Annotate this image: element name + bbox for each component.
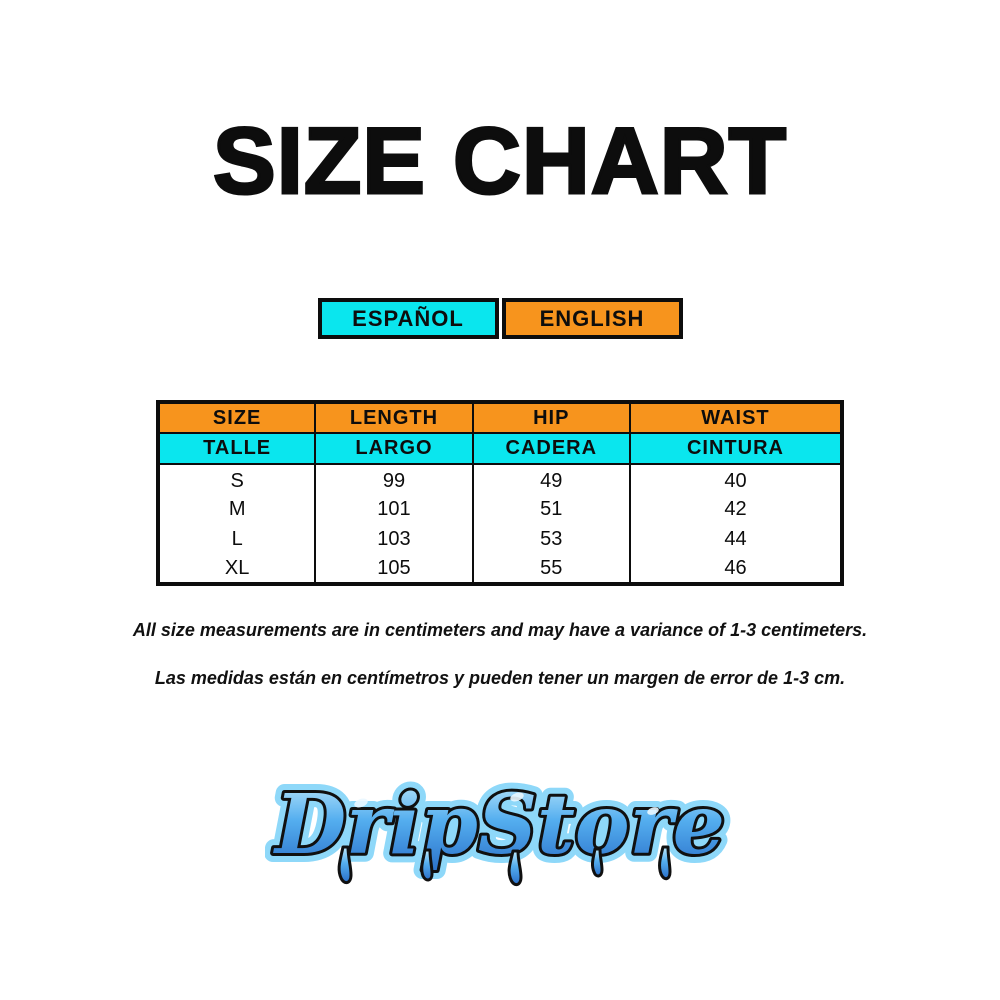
drip-icon bbox=[658, 845, 672, 881]
cell-length: 105 bbox=[314, 554, 474, 584]
header-waist: WAIST bbox=[628, 402, 844, 434]
table-row-l: L 103 53 44 bbox=[156, 524, 844, 554]
table-row-s: S 99 49 40 bbox=[156, 464, 844, 494]
cell-length: 99 bbox=[314, 464, 474, 494]
dripstore-logo-svg: DripStore DripStore bbox=[264, 768, 734, 886]
shine-icon bbox=[510, 792, 524, 802]
table-header-spanish: TALLE LARGO CADERA CINTURA bbox=[156, 433, 844, 465]
cell-size: XL bbox=[156, 554, 317, 584]
cell-hip: 53 bbox=[471, 524, 631, 554]
size-table: SIZE LENGTH HIP WAIST TALLE LARGO CADERA… bbox=[156, 400, 844, 586]
table-header-english: SIZE LENGTH HIP WAIST bbox=[156, 402, 844, 434]
header-hip: HIP bbox=[471, 402, 631, 434]
cell-waist: 46 bbox=[628, 554, 844, 584]
shine-icon bbox=[647, 807, 659, 815]
header-cadera: CADERA bbox=[471, 433, 631, 465]
shine-icon bbox=[354, 798, 368, 808]
header-talle: TALLE bbox=[156, 433, 317, 465]
drip-icon bbox=[337, 845, 353, 884]
cell-size: L bbox=[156, 524, 317, 554]
page-title: SIZE CHART bbox=[212, 108, 788, 213]
cell-length: 101 bbox=[314, 494, 474, 524]
table-row-m: M 101 51 42 bbox=[156, 494, 844, 524]
cell-hip: 55 bbox=[471, 554, 631, 584]
note-spanish: Las medidas están en centímetros y puede… bbox=[154, 668, 846, 688]
cell-waist: 42 bbox=[628, 494, 844, 524]
drip-icon bbox=[420, 848, 434, 882]
header-largo: LARGO bbox=[314, 433, 474, 465]
logo-text: DripStore bbox=[273, 777, 725, 873]
tab-espanol[interactable]: ESPAÑOL bbox=[317, 298, 499, 339]
drip-icon bbox=[507, 849, 523, 886]
header-cintura: CINTURA bbox=[628, 433, 844, 465]
tab-english[interactable]: ENGLISH bbox=[501, 298, 683, 339]
language-tabs: ESPAÑOL ENGLISH bbox=[0, 298, 1000, 339]
drip-icon bbox=[590, 847, 604, 878]
dripstore-logo: DripStore DripStore bbox=[0, 755, 1000, 910]
header-size: SIZE bbox=[156, 402, 317, 434]
cell-hip: 51 bbox=[471, 494, 631, 524]
cell-waist: 40 bbox=[628, 464, 844, 494]
note-english: All size measurements are in centimeters… bbox=[132, 620, 868, 640]
table-row-xl: XL 105 55 46 bbox=[156, 554, 844, 584]
cell-size: S bbox=[156, 464, 317, 494]
cell-hip: 49 bbox=[471, 464, 631, 494]
cell-size: M bbox=[156, 494, 317, 524]
cell-length: 103 bbox=[314, 524, 474, 554]
cell-waist: 44 bbox=[628, 524, 844, 554]
header-length: LENGTH bbox=[314, 402, 474, 434]
